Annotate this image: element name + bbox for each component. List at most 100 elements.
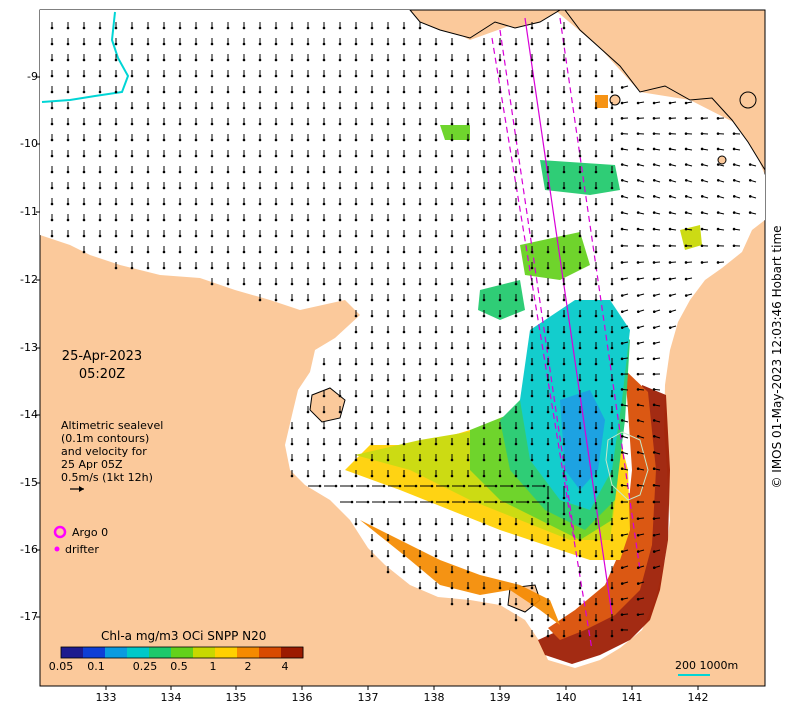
velocity-arrow-head <box>636 277 640 281</box>
velocity-arrow-head <box>386 298 390 302</box>
velocity-arrow-head <box>338 74 342 78</box>
velocity-arrow-head <box>652 211 656 214</box>
velocity-arrow-head <box>610 442 614 446</box>
velocity-arrow-head <box>450 602 454 606</box>
velocity-arrow-head <box>290 106 294 110</box>
velocity-arrow-head <box>530 298 534 302</box>
velocity-arrow-head <box>370 314 374 318</box>
velocity-arrow-head <box>242 74 246 78</box>
velocity-arrow-head <box>562 512 566 516</box>
velocity-arrow-head <box>594 154 598 158</box>
velocity-arrow-head <box>354 330 358 334</box>
velocity-arrow-head <box>274 218 278 222</box>
velocity-arrow-head <box>684 195 688 198</box>
velocity-arrow-head <box>450 570 454 574</box>
velocity-arrow-head <box>450 138 454 142</box>
velocity-arrow-head <box>418 90 422 94</box>
longitude-tick-label: 141 <box>621 691 643 704</box>
velocity-arrow-head <box>466 442 470 446</box>
velocity-arrow-head <box>620 277 624 281</box>
velocity-arrow-head <box>466 298 470 302</box>
velocity-arrow-head <box>370 426 374 430</box>
colorbar-segment <box>171 647 194 658</box>
velocity-arrow-head <box>482 250 486 254</box>
velocity-arrow-head <box>114 106 118 110</box>
velocity-arrow-head <box>434 298 438 302</box>
velocity-arrow-head <box>146 58 150 62</box>
velocity-arrow-head <box>482 538 486 542</box>
velocity-arrow-head <box>194 202 198 206</box>
velocity-arrow-head <box>434 586 438 590</box>
velocity-arrow-head <box>402 218 406 222</box>
velocity-arrow-head <box>114 90 118 94</box>
velocity-arrow-head <box>482 314 486 318</box>
velocity-arrow-head <box>684 277 688 281</box>
velocity-arrow-head <box>578 554 582 558</box>
velocity-arrow-head <box>610 186 614 190</box>
velocity-arrow-head <box>620 419 624 422</box>
velocity-arrow-head <box>652 244 656 248</box>
velocity-arrow-head <box>434 314 438 318</box>
velocity-arrow-head <box>562 74 566 78</box>
velocity-arrow-head <box>510 484 514 488</box>
velocity-arrow-head <box>620 372 624 376</box>
velocity-arrow-head <box>146 218 150 222</box>
velocity-arrow-head <box>578 266 582 270</box>
velocity-arrow-head <box>514 618 518 622</box>
velocity-arrow-head <box>562 362 566 366</box>
velocity-arrow-head <box>620 244 624 248</box>
velocity-arrow-head <box>546 570 550 574</box>
velocity-arrow-head <box>354 74 358 78</box>
velocity-arrow-head <box>466 522 470 526</box>
velocity-arrow-head <box>226 42 230 46</box>
velocity-arrow-head <box>130 122 134 126</box>
velocity-arrow-head <box>418 330 422 334</box>
velocity-arrow-head <box>482 74 486 78</box>
velocity-arrow-head <box>668 294 672 297</box>
velocity-arrow-head <box>594 362 598 366</box>
velocity-arrow-head <box>546 282 550 286</box>
velocity-arrow-head <box>66 58 70 62</box>
velocity-arrow-head <box>700 163 704 166</box>
velocity-arrow-head <box>370 42 374 46</box>
island-groote <box>309 387 346 423</box>
velocity-arrow-head <box>434 138 438 142</box>
velocity-arrow-head <box>322 58 326 62</box>
velocity-arrow-head <box>610 170 614 174</box>
velocity-arrow-head <box>418 74 422 78</box>
velocity-arrow-head <box>178 250 182 254</box>
velocity-arrow-head <box>146 266 150 270</box>
velocity-arrow-head <box>498 586 502 590</box>
velocity-arrow-head <box>546 458 550 462</box>
velocity-arrow-head <box>322 202 326 206</box>
velocity-arrow-head <box>514 362 518 366</box>
velocity-arrow-head <box>668 277 672 281</box>
velocity-arrow-head <box>546 410 550 414</box>
velocity-arrow-head <box>322 474 326 478</box>
velocity-arrow-head <box>482 330 486 334</box>
velocity-arrow-head <box>162 186 166 190</box>
velocity-arrow-head <box>386 458 390 462</box>
velocity-arrow-head <box>562 410 566 414</box>
velocity-arrow-head <box>418 538 422 542</box>
velocity-arrow-head <box>114 234 118 238</box>
velocity-arrow-head <box>514 570 518 574</box>
velocity-arrow-head <box>620 195 624 198</box>
velocity-arrow-head <box>354 154 358 158</box>
velocity-arrow-head <box>594 282 598 286</box>
velocity-arrow-head <box>354 474 358 478</box>
velocity-arrow-head <box>594 490 598 494</box>
velocity-arrow-head <box>434 570 438 574</box>
velocity-arrow-head <box>514 554 518 558</box>
velocity-arrow-head <box>274 186 278 190</box>
velocity-arrow-head <box>610 618 614 622</box>
velocity-arrow-head <box>178 202 182 206</box>
velocity-arrow-head <box>578 218 582 222</box>
velocity-arrow-head <box>274 250 278 254</box>
velocity-arrow-head <box>210 234 214 238</box>
velocity-arrow-head <box>418 186 422 190</box>
velocity-arrow-head <box>290 218 294 222</box>
velocity-arrow-head <box>514 74 518 78</box>
velocity-arrow-head <box>578 506 582 510</box>
velocity-arrow-head <box>620 451 624 454</box>
